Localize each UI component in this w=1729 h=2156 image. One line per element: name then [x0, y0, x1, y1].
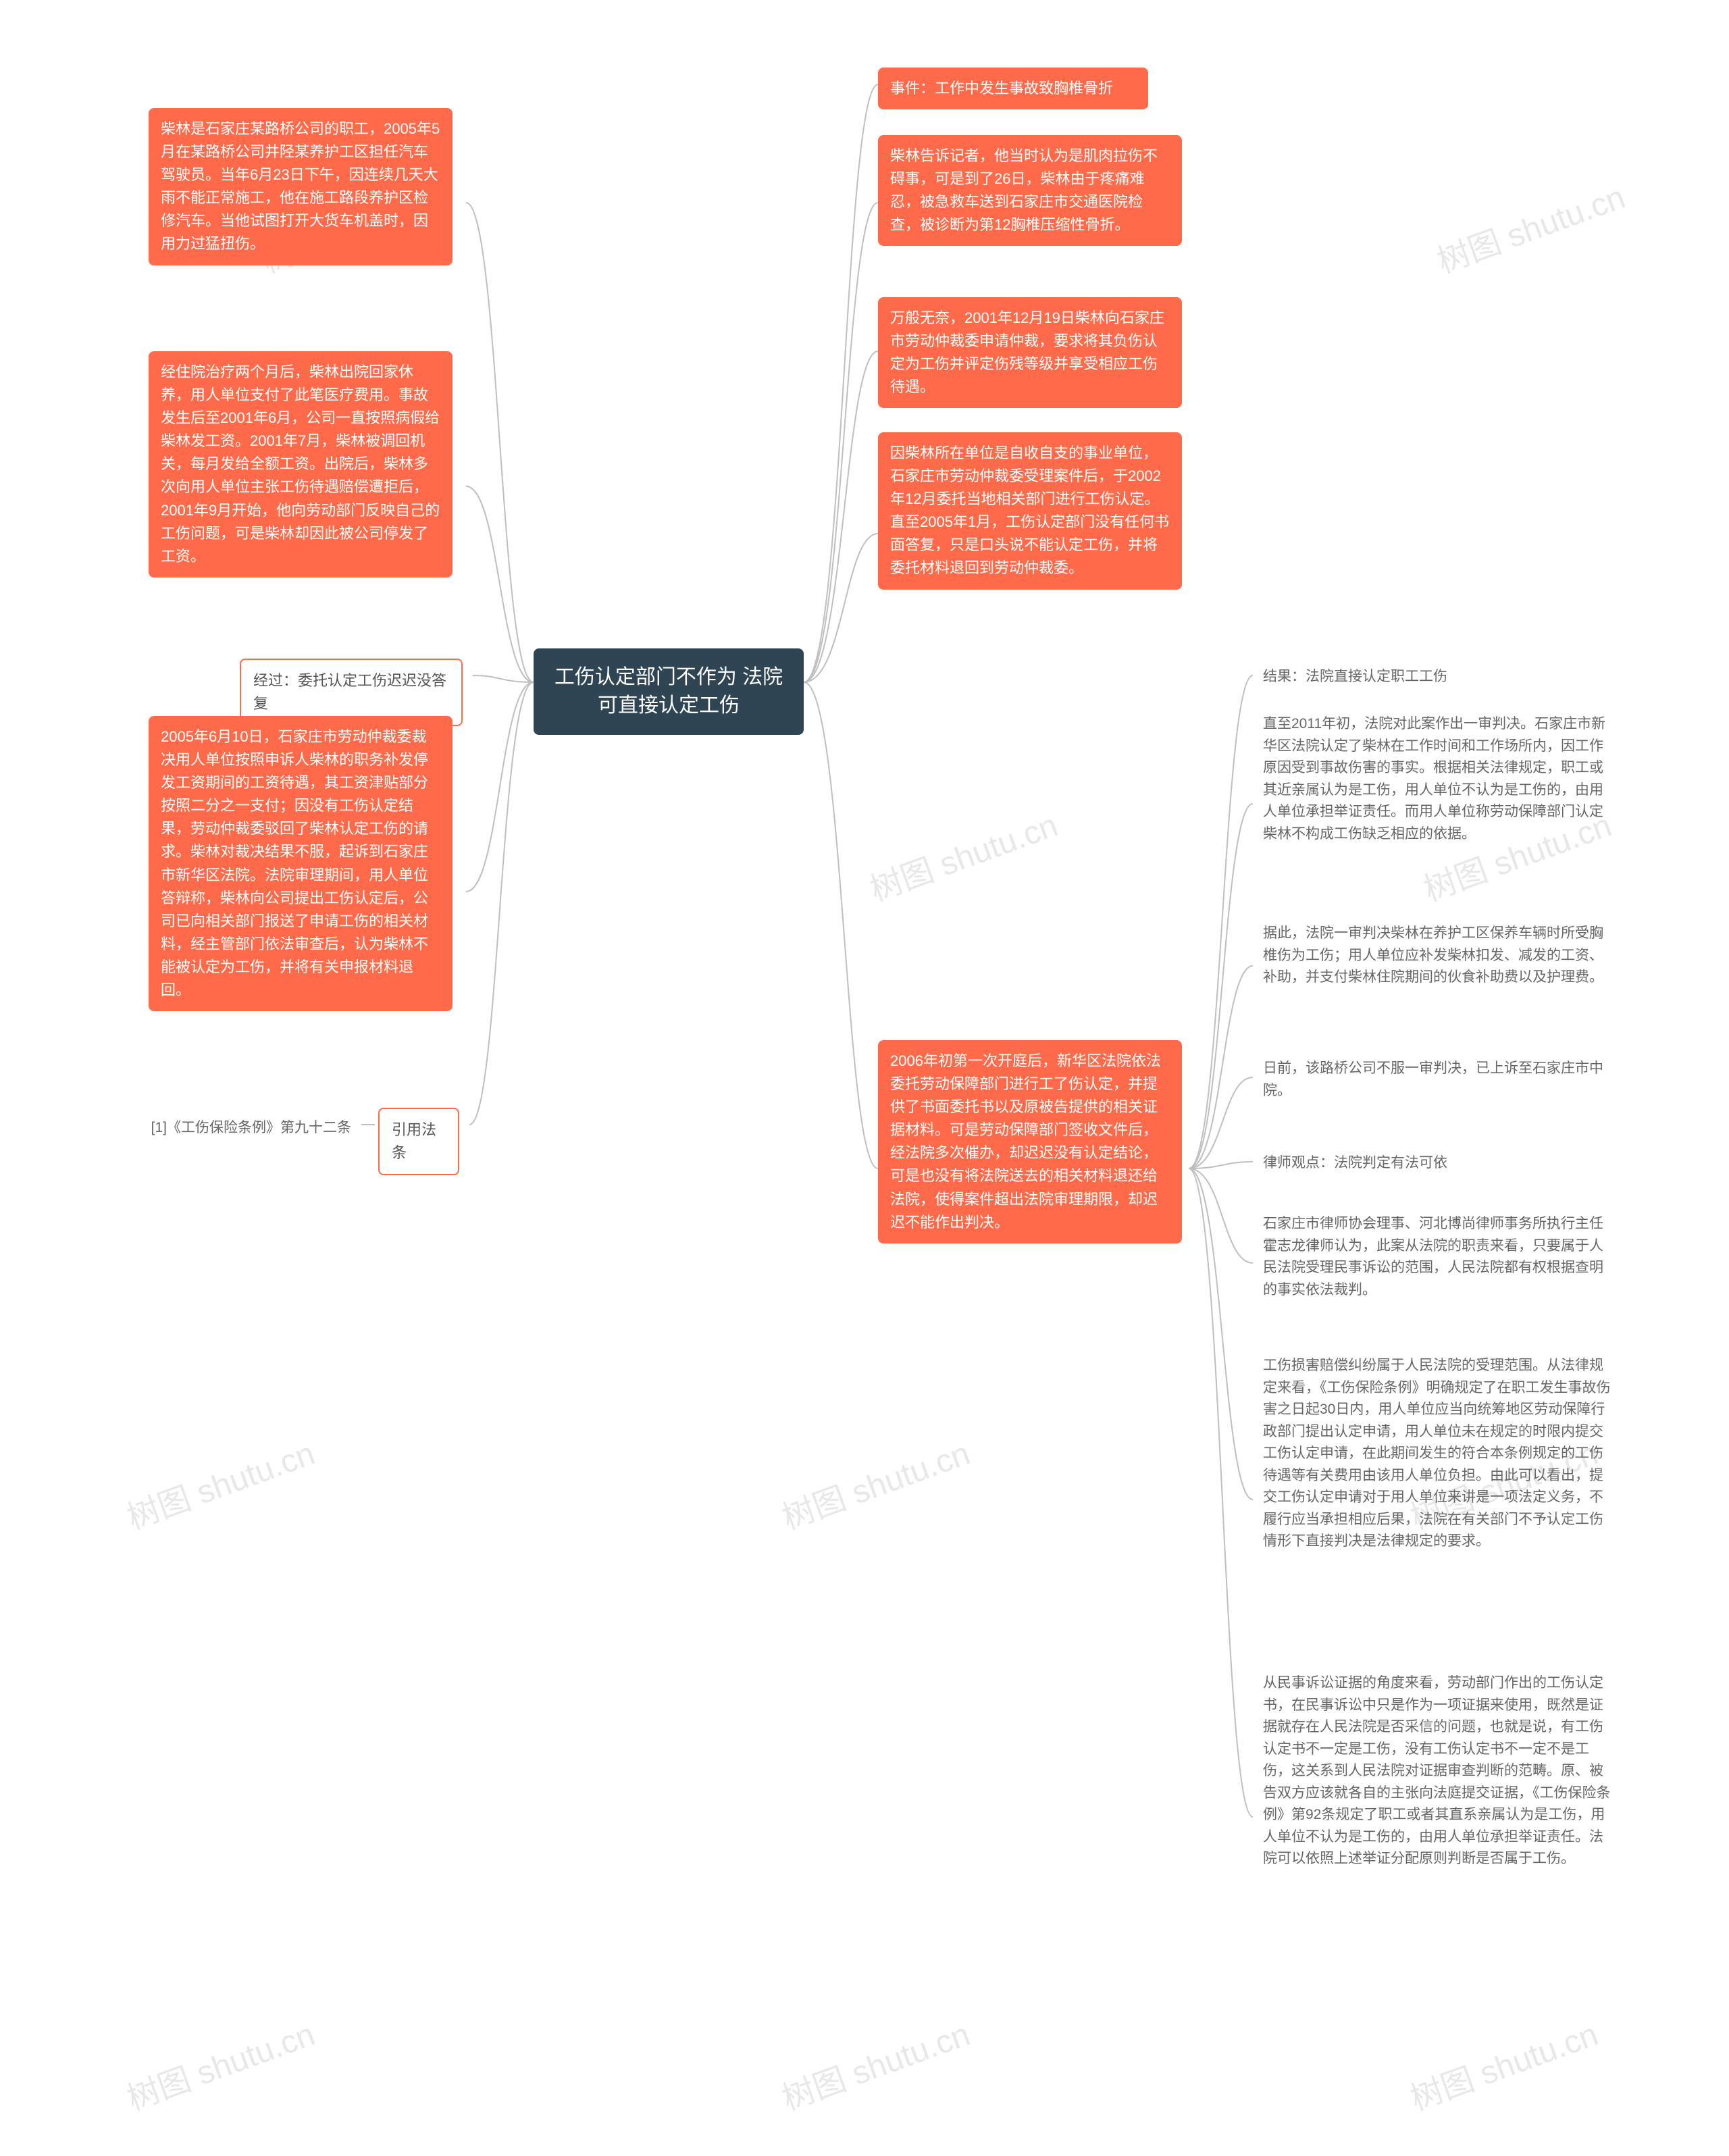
- left-node-background-1: 柴林是石家庄某路桥公司的职工，2005年5月在某路桥公司井陉某养护工区担任汽车驾…: [149, 108, 453, 265]
- connector: [1189, 1169, 1253, 1263]
- connector: [1189, 1077, 1253, 1169]
- right-node-arbitration-1: 万般无奈，2001年12月19日柴林向石家庄市劳动仲裁委申请仲裁，要求将其负伤认…: [878, 297, 1182, 408]
- watermark: 树图 shutu.cn: [1403, 2007, 1603, 2119]
- result-para-1: 直至2011年初，法院对此案作出一审判决。石家庄市新华区法院认定了柴林在工作时间…: [1256, 709, 1621, 849]
- watermark: 树图 shutu.cn: [120, 1427, 320, 1538]
- watermark: 树图 shutu.cn: [775, 1427, 975, 1538]
- connector: [804, 351, 878, 682]
- connector: [469, 682, 534, 1125]
- connector: [1189, 675, 1253, 1169]
- right-node-court-delay: 2006年初第一次开庭后，新华区法院依法委托劳动保障部门进行工了伤认定，并提供了…: [878, 1040, 1182, 1243]
- left-node-citation-header: 引用法条: [378, 1108, 459, 1175]
- connector: [466, 203, 534, 682]
- connector: [1189, 1162, 1253, 1169]
- result-para-2: 据此，法院一审判决柴林在养护工区保养车辆时所受胸椎伤为工伤；用人单位应补发柴林扣…: [1256, 919, 1621, 993]
- connector: [1189, 1169, 1253, 1817]
- watermark: 树图 shutu.cn: [1430, 170, 1630, 282]
- watermark: 树图 shutu.cn: [120, 2007, 320, 2119]
- right-node-event-header: 事件：工作中发生事故致胸椎骨折: [878, 68, 1148, 109]
- connector: [804, 534, 878, 682]
- lawyer-para-2: 工伤损害赔偿纠纷属于人民法院的受理范围。从法律规定来看，《工伤保险条例》明确规定…: [1256, 1351, 1621, 1557]
- left-node-ruling: 2005年6月10日，石家庄市劳动仲裁委裁决用人单位按照申诉人柴林的职务补发停发…: [149, 716, 453, 1011]
- lawyer-para-1: 石家庄市律师协会理事、河北博尚律师事务所执行主任霍志龙律师认为，此案从法院的职责…: [1256, 1209, 1621, 1305]
- connector: [804, 682, 878, 1169]
- left-node-background-2: 经住院治疗两个月后，柴林出院回家休养，用人单位支付了此笔医疗费用。事故发生后至2…: [149, 351, 453, 578]
- connector: [466, 486, 534, 682]
- center-node: 工伤认定部门不作为 法院可直接认定工伤: [534, 648, 804, 735]
- connector: [1189, 1169, 1253, 1499]
- connector: [1189, 966, 1253, 1169]
- right-node-event-detail: 柴林告诉记者，他当时认为是肌肉拉伤不碍事，可是到了26日，柴林由于疼痛难忍，被急…: [878, 135, 1182, 246]
- right-node-arbitration-2: 因柴林所在单位是自收自支的事业单位，石家庄市劳动仲裁委受理案件后，于2002年1…: [878, 432, 1182, 590]
- connector: [804, 203, 878, 682]
- connector: [804, 84, 878, 682]
- lawyer-header: 律师观点：法院判定有法可依: [1256, 1148, 1499, 1179]
- result-header: 结果：法院直接认定职工工伤: [1256, 662, 1499, 692]
- connector: [466, 682, 534, 892]
- result-para-3: 日前，该路桥公司不服一审判决，已上诉至石家庄市中院。: [1256, 1054, 1621, 1106]
- watermark: 树图 shutu.cn: [862, 798, 1063, 910]
- lawyer-para-3: 从民事诉讼证据的角度来看，劳动部门作出的工伤认定书，在民事诉讼中只是作为一项证据…: [1256, 1668, 1621, 1874]
- watermark: 树图 shutu.cn: [775, 2007, 975, 2119]
- connector: [473, 675, 534, 682]
- connector: [1189, 804, 1253, 1169]
- left-node-citation-leaf: [1]《工伤保险条例》第九十二条: [115, 1113, 358, 1144]
